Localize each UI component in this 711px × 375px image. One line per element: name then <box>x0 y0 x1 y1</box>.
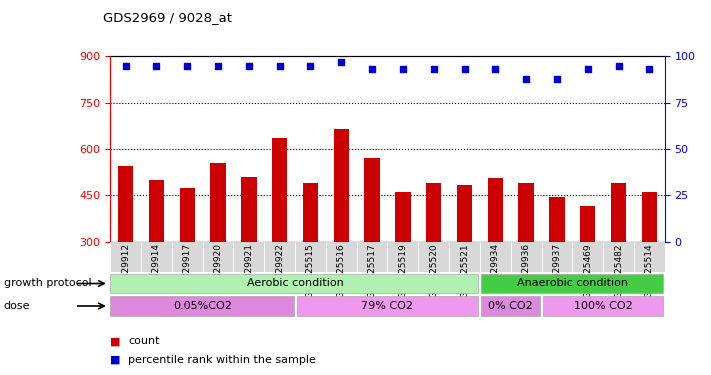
Bar <box>110 242 141 272</box>
Text: GSM29922: GSM29922 <box>275 243 284 292</box>
Text: ■: ■ <box>110 355 121 365</box>
Point <box>213 63 224 69</box>
Bar <box>634 242 665 272</box>
Bar <box>179 188 195 242</box>
Text: GSM225516: GSM225516 <box>337 243 346 298</box>
Bar <box>210 163 226 242</box>
Text: 79% CO2: 79% CO2 <box>361 301 414 310</box>
Text: GSM29912: GSM29912 <box>121 243 130 292</box>
Bar <box>481 274 663 293</box>
Bar <box>572 242 603 272</box>
Text: Anaerobic condition: Anaerobic condition <box>517 278 628 288</box>
Text: GSM29937: GSM29937 <box>552 243 562 292</box>
Text: GSM29920: GSM29920 <box>213 243 223 292</box>
Bar <box>518 183 534 242</box>
Bar <box>110 274 479 293</box>
Text: percentile rank within the sample: percentile rank within the sample <box>128 355 316 365</box>
Bar <box>303 183 319 242</box>
Bar <box>149 180 164 242</box>
Text: GSM225482: GSM225482 <box>614 243 623 298</box>
Bar <box>333 129 349 242</box>
Text: GSM225515: GSM225515 <box>306 243 315 298</box>
Text: 100% CO2: 100% CO2 <box>574 301 633 310</box>
Bar <box>611 183 626 242</box>
Point <box>490 66 501 72</box>
Point <box>582 66 594 72</box>
Bar <box>426 183 442 242</box>
Text: Aerobic condition: Aerobic condition <box>247 278 343 288</box>
Bar <box>172 242 203 272</box>
Point <box>428 66 439 72</box>
Point <box>120 63 132 69</box>
Bar <box>295 242 326 272</box>
Point <box>181 63 193 69</box>
Text: 0.05%CO2: 0.05%CO2 <box>173 301 232 310</box>
Bar <box>542 242 572 272</box>
Bar <box>449 242 480 272</box>
Bar <box>387 242 418 272</box>
Bar <box>481 296 540 316</box>
Bar <box>580 206 596 242</box>
Bar <box>510 242 542 272</box>
Bar <box>272 138 287 242</box>
Text: GSM29921: GSM29921 <box>245 243 253 292</box>
Text: GSM225521: GSM225521 <box>460 243 469 298</box>
Bar <box>365 158 380 242</box>
Text: count: count <box>128 336 159 346</box>
Bar <box>110 296 294 316</box>
Text: GSM225517: GSM225517 <box>368 243 377 298</box>
Bar <box>203 242 233 272</box>
Point <box>643 66 655 72</box>
Bar <box>118 166 134 242</box>
Bar <box>457 184 472 242</box>
Text: ■: ■ <box>110 336 121 346</box>
Text: GSM225520: GSM225520 <box>429 243 438 298</box>
Bar <box>264 242 295 272</box>
Bar <box>241 177 257 242</box>
Text: growth protocol: growth protocol <box>4 279 91 288</box>
Text: GSM29934: GSM29934 <box>491 243 500 292</box>
Bar <box>550 197 565 242</box>
Point <box>551 75 562 81</box>
Text: GSM29914: GSM29914 <box>152 243 161 292</box>
Text: GSM29917: GSM29917 <box>183 243 192 292</box>
Bar <box>296 296 479 316</box>
Bar <box>418 242 449 272</box>
Point <box>305 63 316 69</box>
Point <box>459 66 470 72</box>
Bar <box>395 192 411 242</box>
Bar <box>357 242 387 272</box>
Text: GSM225519: GSM225519 <box>398 243 407 298</box>
Point <box>243 63 255 69</box>
Bar <box>642 192 657 242</box>
Point <box>366 66 378 72</box>
Point <box>274 63 285 69</box>
Text: GSM225514: GSM225514 <box>645 243 654 298</box>
Text: GDS2969 / 9028_at: GDS2969 / 9028_at <box>103 11 232 24</box>
Bar <box>543 296 663 316</box>
Bar <box>141 242 172 272</box>
Text: 0% CO2: 0% CO2 <box>488 301 533 310</box>
Bar <box>488 178 503 242</box>
Text: GSM29936: GSM29936 <box>522 243 530 292</box>
Point <box>613 63 624 69</box>
Bar <box>233 242 264 272</box>
Text: GSM225469: GSM225469 <box>583 243 592 298</box>
Point <box>151 63 162 69</box>
Text: dose: dose <box>4 301 30 311</box>
Bar <box>326 242 357 272</box>
Point <box>520 75 532 81</box>
Point <box>336 59 347 65</box>
Bar <box>603 242 634 272</box>
Point <box>397 66 409 72</box>
Bar <box>480 242 510 272</box>
